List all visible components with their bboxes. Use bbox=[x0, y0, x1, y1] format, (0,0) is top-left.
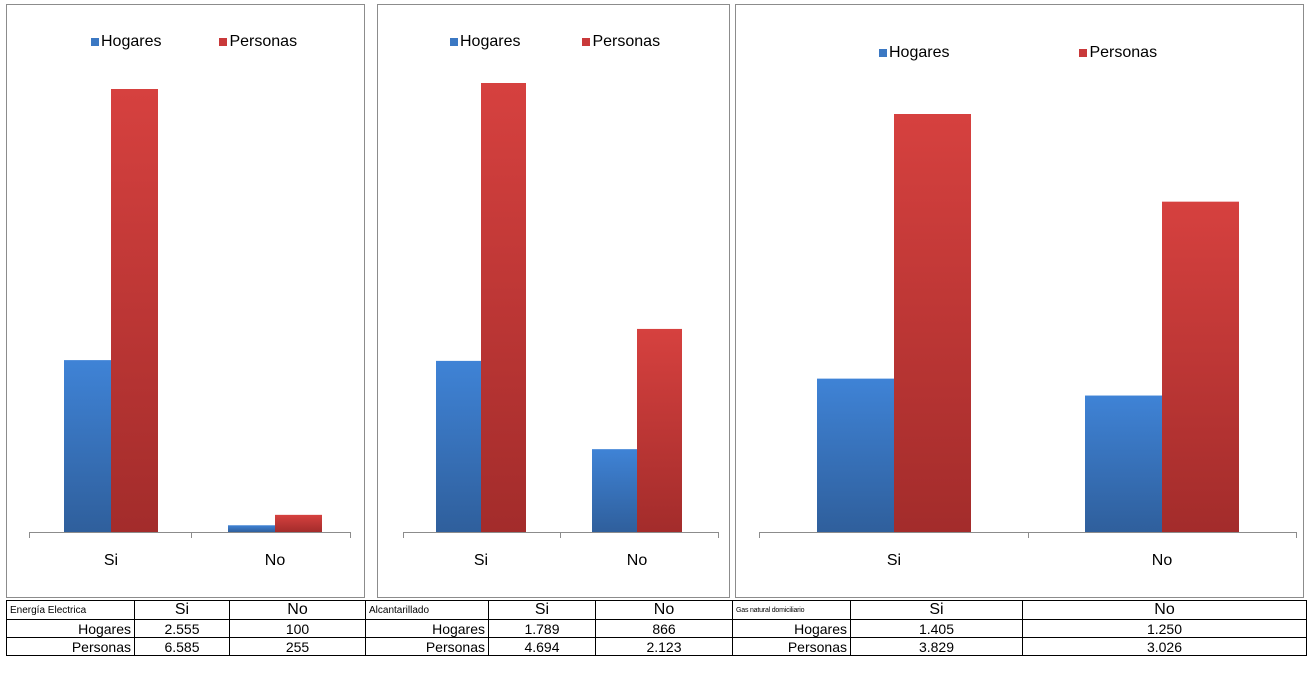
data-table-energia: Energía Electrica Si No Hogares 2.555 10… bbox=[6, 600, 366, 656]
table-header-row: Gas natural domiciliario Si No bbox=[732, 600, 1307, 620]
table-cell: 2.555 bbox=[134, 619, 230, 638]
table-header-row: Alcantarillado Si No bbox=[365, 600, 733, 620]
table-row: Personas 3.829 3.026 bbox=[732, 637, 1307, 656]
row-label-hogares: Hogares bbox=[732, 619, 851, 638]
chart-panel-alcantarillado: Hogares Personas Si No bbox=[377, 4, 730, 598]
table-row: Hogares 2.555 100 bbox=[6, 619, 366, 638]
legend: Hogares Personas bbox=[450, 33, 660, 51]
bar-hogares-no bbox=[592, 449, 637, 532]
legend-hogares: Hogares bbox=[450, 33, 520, 51]
bar-personas-si bbox=[481, 83, 526, 532]
category-label-si: Si bbox=[886, 552, 902, 569]
table-row: Hogares 1.405 1.250 bbox=[732, 619, 1307, 638]
table-title: Energía Electrica bbox=[6, 600, 135, 620]
table-header-no: No bbox=[595, 600, 733, 620]
table-title: Gas natural domiciliario bbox=[732, 600, 851, 620]
table-row: Personas 4.694 2.123 bbox=[365, 637, 733, 656]
legend-hogares: Hogares bbox=[91, 33, 161, 51]
legend-hogares: Hogares bbox=[879, 44, 949, 62]
chart-svg-gas bbox=[759, 114, 1297, 538]
table-header-no: No bbox=[1022, 600, 1307, 620]
table-cell: 2.123 bbox=[595, 637, 733, 656]
legend-label-personas: Personas bbox=[592, 33, 661, 50]
table-cell: 255 bbox=[229, 637, 366, 656]
bar-personas-si bbox=[111, 89, 158, 532]
bar-hogares-si bbox=[817, 378, 894, 532]
table-cell: 3.026 bbox=[1022, 637, 1307, 656]
table-header-si: Si bbox=[488, 600, 596, 620]
legend-swatch-personas bbox=[582, 38, 591, 46]
category-label-no: No bbox=[626, 552, 648, 569]
row-label-hogares: Hogares bbox=[6, 619, 135, 638]
legend-swatch-hogares bbox=[450, 38, 458, 46]
bar-hogares-no bbox=[228, 525, 275, 532]
table-row: Hogares 1.789 866 bbox=[365, 619, 733, 638]
table-header-row: Energía Electrica Si No bbox=[6, 600, 366, 620]
legend-swatch-personas bbox=[1079, 49, 1088, 57]
legend-personas: Personas bbox=[219, 33, 297, 51]
table-header-no: No bbox=[229, 600, 366, 620]
data-table-gas: Gas natural domiciliario Si No Hogares 1… bbox=[732, 600, 1307, 656]
legend-personas: Personas bbox=[1079, 44, 1157, 62]
chart-panel-energia: Hogares Personas Si No bbox=[6, 4, 365, 598]
row-label-personas: Personas bbox=[732, 637, 851, 656]
bar-personas-no bbox=[637, 328, 682, 532]
bar-hogares-si bbox=[64, 360, 111, 532]
legend-swatch-hogares bbox=[879, 49, 887, 57]
table-cell: 6.585 bbox=[134, 637, 230, 656]
table-title: Alcantarillado bbox=[365, 600, 489, 620]
category-label-si: Si bbox=[103, 552, 119, 569]
table-header-si: Si bbox=[850, 600, 1023, 620]
table-cell: 866 bbox=[595, 619, 733, 638]
legend-label-hogares: Hogares bbox=[889, 44, 950, 61]
legend-label-hogares: Hogares bbox=[101, 33, 162, 50]
chart-svg-energia bbox=[29, 89, 351, 538]
bar-personas-no bbox=[275, 514, 322, 532]
legend-label-personas: Personas bbox=[1089, 44, 1158, 61]
legend-swatch-personas bbox=[219, 38, 228, 46]
bar-personas-si bbox=[894, 114, 971, 532]
legend-swatch-hogares bbox=[91, 38, 99, 46]
bar-personas-no bbox=[1162, 201, 1239, 532]
table-cell: 1.250 bbox=[1022, 619, 1307, 638]
table-cell: 1.789 bbox=[488, 619, 596, 638]
legend-personas: Personas bbox=[582, 33, 660, 51]
bar-hogares-si bbox=[436, 360, 481, 532]
row-label-personas: Personas bbox=[365, 637, 489, 656]
legend-label-hogares: Hogares bbox=[460, 33, 521, 50]
row-label-hogares: Hogares bbox=[365, 619, 489, 638]
table-cell: 4.694 bbox=[488, 637, 596, 656]
chart-svg-alcantarillado bbox=[403, 83, 719, 538]
category-label-si: Si bbox=[473, 552, 489, 569]
table-cell: 100 bbox=[229, 619, 366, 638]
legend: Hogares Personas bbox=[879, 44, 1157, 62]
legend: Hogares Personas bbox=[91, 33, 297, 51]
table-cell: 3.829 bbox=[850, 637, 1023, 656]
table-row: Personas 6.585 255 bbox=[6, 637, 366, 656]
chart-panel-gas: Hogares Personas Si No bbox=[735, 4, 1304, 598]
table-header-si: Si bbox=[134, 600, 230, 620]
category-label-no: No bbox=[1151, 552, 1173, 569]
table-cell: 1.405 bbox=[850, 619, 1023, 638]
category-label-no: No bbox=[264, 552, 286, 569]
row-label-personas: Personas bbox=[6, 637, 135, 656]
bar-hogares-no bbox=[1085, 395, 1162, 532]
legend-label-personas: Personas bbox=[229, 33, 298, 50]
data-table-alcantarillado: Alcantarillado Si No Hogares 1.789 866 P… bbox=[365, 600, 733, 656]
